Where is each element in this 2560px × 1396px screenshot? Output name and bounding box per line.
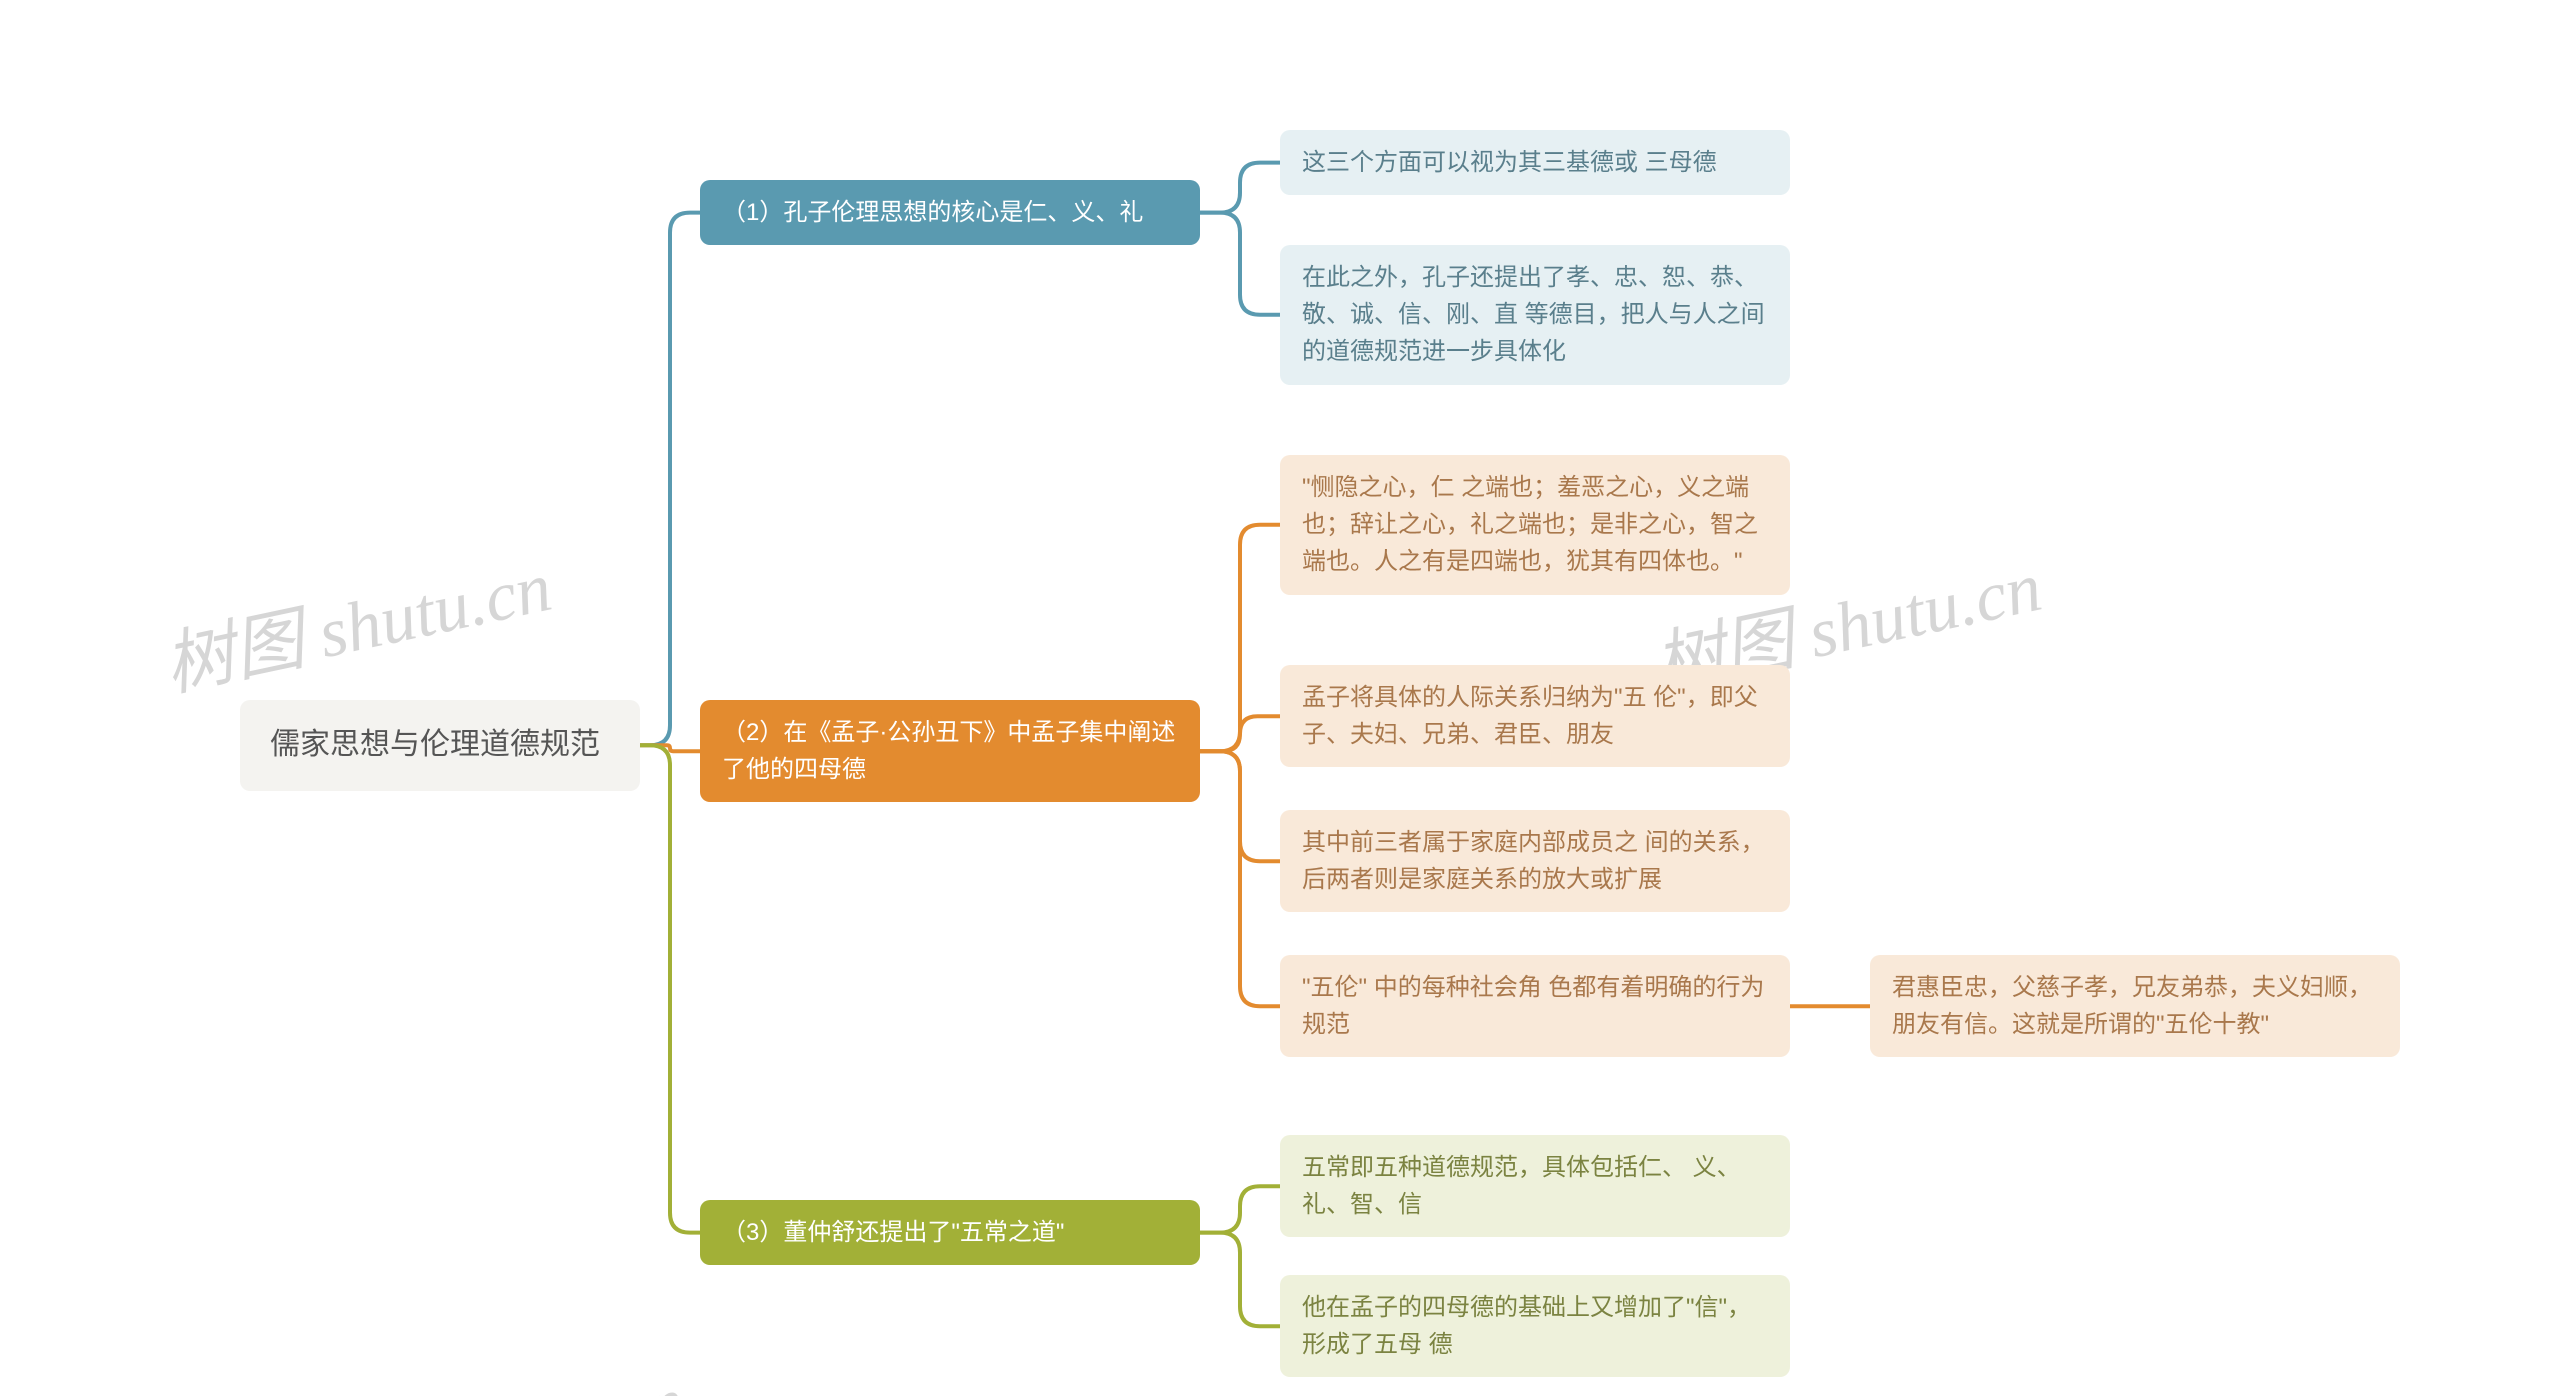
leaf-node[interactable]: "五伦" 中的每种社会角 色都有着明确的行为规范: [1280, 955, 1790, 1057]
leaf-node[interactable]: 他在孟子的四母德的基础上又增加了"信"，形成了五母 德: [1280, 1275, 1790, 1377]
watermark: .cn: [593, 1362, 691, 1396]
branch-node-1[interactable]: （1）孔子伦理思想的核心是仁、义、礼: [700, 180, 1200, 245]
leaf-node[interactable]: "恻隐之心，仁 之端也；羞恶之心，义之端也；辞让之心，礼之端也；是非之心，智之端…: [1280, 455, 1790, 595]
leaf-node[interactable]: 君惠臣忠，父慈子孝，兄友弟恭，夫义妇顺，朋友有信。这就是所谓的"五伦十教": [1870, 955, 2400, 1057]
branch-node-2[interactable]: （2）在《孟子·公孙丑下》中孟子集中阐述了他的四母德: [700, 700, 1200, 802]
watermark: 树图 shutu.cn: [154, 530, 559, 710]
leaf-node[interactable]: 在此之外，孔子还提出了孝、忠、恕、恭、敬、诚、信、刚、直 等德目，把人与人之间的…: [1280, 245, 1790, 385]
branch-node-3[interactable]: （3）董仲舒还提出了"五常之道": [700, 1200, 1200, 1265]
mindmap-canvas: 树图 shutu.cn 树图 shutu.cn .cn 儒家思想与伦理道德规范 …: [0, 0, 2560, 1396]
leaf-node[interactable]: 孟子将具体的人际关系归纳为"五 伦"，即父子、夫妇、兄弟、君臣、朋友: [1280, 665, 1790, 767]
root-node[interactable]: 儒家思想与伦理道德规范: [240, 700, 640, 791]
leaf-node[interactable]: 这三个方面可以视为其三基德或 三母德: [1280, 130, 1790, 195]
leaf-node[interactable]: 五常即五种道德规范，具体包括仁、 义、礼、智、信: [1280, 1135, 1790, 1237]
leaf-node[interactable]: 其中前三者属于家庭内部成员之 间的关系，后两者则是家庭关系的放大或扩展: [1280, 810, 1790, 912]
